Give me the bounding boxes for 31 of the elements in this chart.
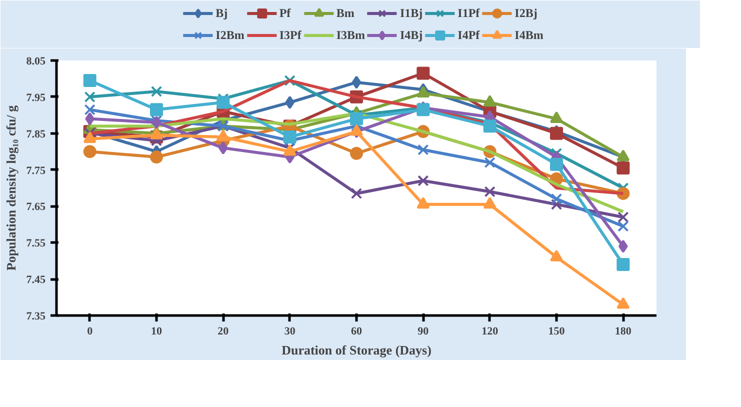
y-tick-label: 7.55 (26, 238, 46, 250)
legend-label: I1Bj (400, 6, 423, 20)
x-tick-label: 20 (218, 326, 230, 338)
legend-label: I2Bm (216, 28, 244, 42)
legend-label: I1Pf (458, 6, 480, 20)
legend-label: I4Bj (400, 28, 423, 42)
y-axis-title: Population density log₁₀ cfu/ g (3, 104, 18, 271)
legend-label: Pf (279, 6, 292, 20)
x-tick-label: 10 (151, 326, 162, 338)
x-tick-label: 90 (418, 326, 430, 338)
x-tick-label: 60 (351, 326, 362, 338)
y-tick-label: 7.75 (26, 164, 46, 177)
legend-label: I4Bm (514, 28, 544, 42)
legend-label: I3Bm (336, 28, 365, 42)
x-tick-label: 180 (614, 326, 632, 338)
y-tick-label: 7.95 (26, 92, 46, 104)
y-tick-label: 7.85 (26, 128, 46, 140)
legend-label: Bj (216, 6, 229, 20)
legend-label: Bm (336, 6, 356, 20)
legend-label: I4Pf (458, 28, 480, 42)
y-tick-label: 7.45 (26, 274, 46, 286)
x-tick-label: 150 (548, 326, 566, 338)
x-axis-title: Duration of Storage (Days) (282, 342, 432, 358)
legend-label: I3Pf (279, 28, 302, 42)
x-tick-label: 0 (87, 326, 94, 338)
y-tick-label: 7.65 (26, 201, 46, 214)
x-tick-label: 30 (284, 326, 296, 338)
legend-label: I2Bj (514, 6, 538, 20)
y-tick-label: 8.05 (26, 56, 46, 68)
y-tick-label: 7.35 (26, 310, 46, 322)
x-tick-label: 120 (482, 326, 499, 338)
